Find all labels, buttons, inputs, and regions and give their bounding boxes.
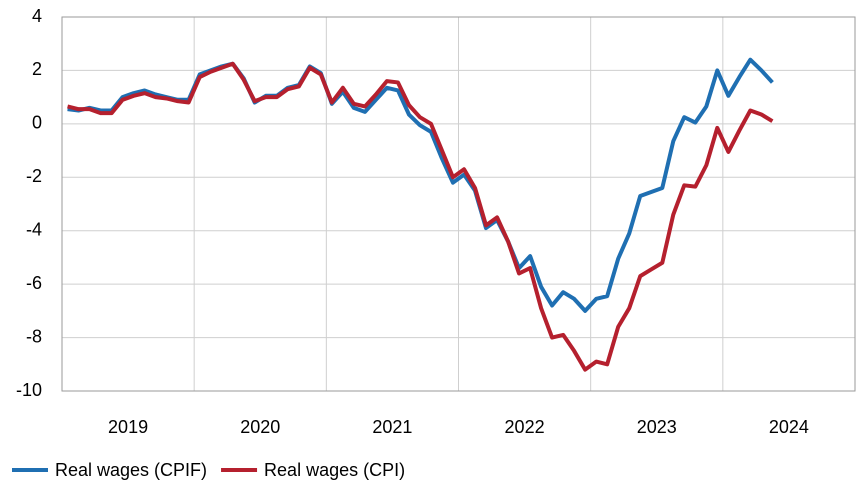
- plot-frame: [61, 16, 856, 392]
- series-line: [67, 57, 774, 313]
- y-tick-label: -8: [26, 326, 42, 346]
- y-tick-label: -2: [26, 166, 42, 186]
- y-tick-label: 2: [32, 59, 42, 79]
- x-tick-label: 2020: [240, 417, 280, 437]
- legend-label: Real wages (CPIF): [55, 460, 207, 480]
- legend-label: Real wages (CPI): [264, 460, 405, 480]
- x-tick-label: 2019: [108, 417, 148, 437]
- y-tick-label: -10: [16, 380, 42, 400]
- x-tick-label: 2021: [372, 417, 412, 437]
- x-tick-label: 2022: [505, 417, 545, 437]
- x-tick-label: 2023: [637, 417, 677, 437]
- y-tick-label: 0: [32, 113, 42, 133]
- y-tick-label: 4: [32, 6, 42, 26]
- y-tick-label: -6: [26, 273, 42, 293]
- y-tick-label: -4: [26, 219, 42, 239]
- series-line: [67, 61, 774, 372]
- x-tick-label: 2024: [769, 417, 809, 437]
